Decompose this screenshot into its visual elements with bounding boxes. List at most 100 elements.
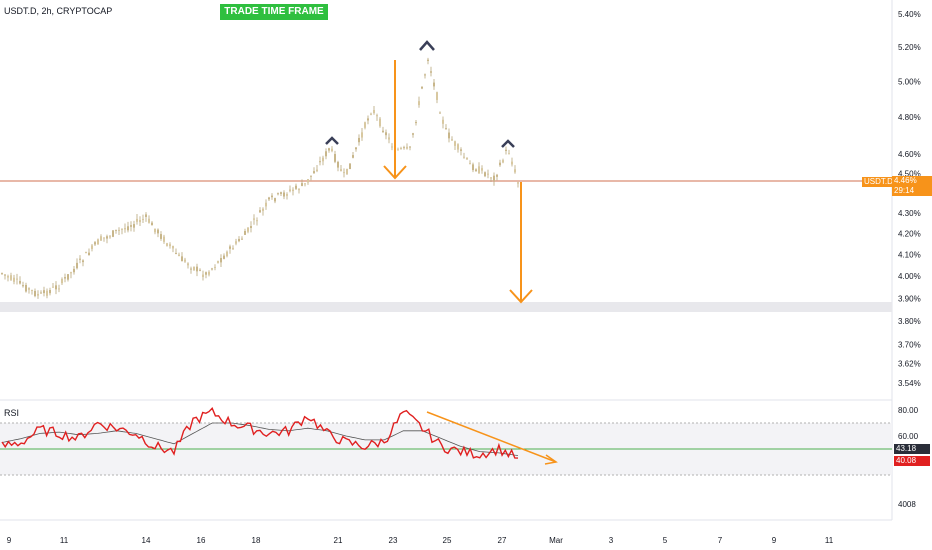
x-tick-label: 9 [7,536,12,545]
candle [217,261,219,263]
candle [304,183,306,185]
candle [412,133,414,135]
candle [145,214,147,217]
x-tick-label: 25 [443,536,452,545]
candle [379,118,381,127]
candle [124,228,126,230]
candle [127,226,129,231]
candle [16,278,18,280]
candle [211,268,213,270]
y-tick-label: 3.70% [898,340,921,349]
candle [25,284,27,292]
candle [460,149,462,151]
candle [508,153,510,155]
x-tick-label: 16 [197,536,206,545]
candle [448,132,450,139]
candle [406,146,408,149]
candle [502,160,504,163]
candle [505,149,507,151]
candle [136,218,138,222]
candle [277,193,279,195]
candle [223,255,225,259]
candle [295,185,297,189]
candle [244,231,246,235]
candle [316,169,318,171]
candle [34,290,36,297]
candle [469,163,471,165]
candle [100,236,102,241]
x-tick-label: Mar [549,536,563,545]
candle [439,112,441,114]
candle [289,189,291,192]
candle [337,161,339,168]
candle [340,169,342,172]
candle [229,246,231,249]
candle [343,172,345,174]
candle [280,192,282,194]
candle [85,252,87,254]
candle [109,236,111,238]
rsi-line [1,407,519,459]
candle [13,277,15,282]
y-tick-label: 3.62% [898,359,921,368]
y-tick-label: 4.10% [898,251,921,260]
candle [103,237,105,239]
candle [436,92,438,100]
candle [190,268,192,270]
x-tick-label: 23 [389,536,398,545]
candle [79,258,81,260]
candle [286,194,288,196]
candle [367,118,369,121]
candle [433,82,435,87]
candle [376,115,378,117]
candle [238,238,240,242]
candle [496,174,498,177]
candle [463,156,465,158]
candle [112,230,114,237]
candle [388,137,390,140]
candle [283,192,285,197]
x-tick-label: 11 [825,536,834,545]
candle [400,148,402,150]
y-tick-label: 4.20% [898,230,921,239]
x-tick-label: 27 [498,536,507,545]
candle [490,177,492,179]
candle [118,229,120,231]
x-tick-label: 7 [718,536,723,545]
candle [397,149,399,151]
candle [451,139,453,141]
candle [301,183,303,186]
candle [427,59,429,61]
candle [160,234,162,239]
candle [199,269,201,271]
candle [184,259,186,262]
candle [73,268,75,273]
y-tick-label: 4.00% [898,272,921,281]
candle [163,236,165,242]
candle [499,162,501,166]
peak-marker-right [501,139,515,148]
candle [121,228,123,230]
candle [457,144,459,150]
candle [61,278,63,284]
candle [415,122,417,124]
chart-title: USDT.D, 2h, CRYPTOCAP [4,6,113,16]
candle [166,243,168,246]
candle [298,189,300,191]
candle [52,286,54,288]
countdown-value: 29:14 [894,186,915,195]
x-tick-label: 3 [609,536,614,545]
arrow-down-1 [383,60,407,180]
candle [88,252,90,256]
candle [418,101,420,106]
candle [49,290,51,294]
candle [196,266,198,272]
candle [385,132,387,136]
candle [349,163,351,170]
candle [235,241,237,244]
candle [517,182,519,184]
candle [181,256,183,262]
x-tick-label: 11 [60,536,69,545]
candle [22,285,24,287]
